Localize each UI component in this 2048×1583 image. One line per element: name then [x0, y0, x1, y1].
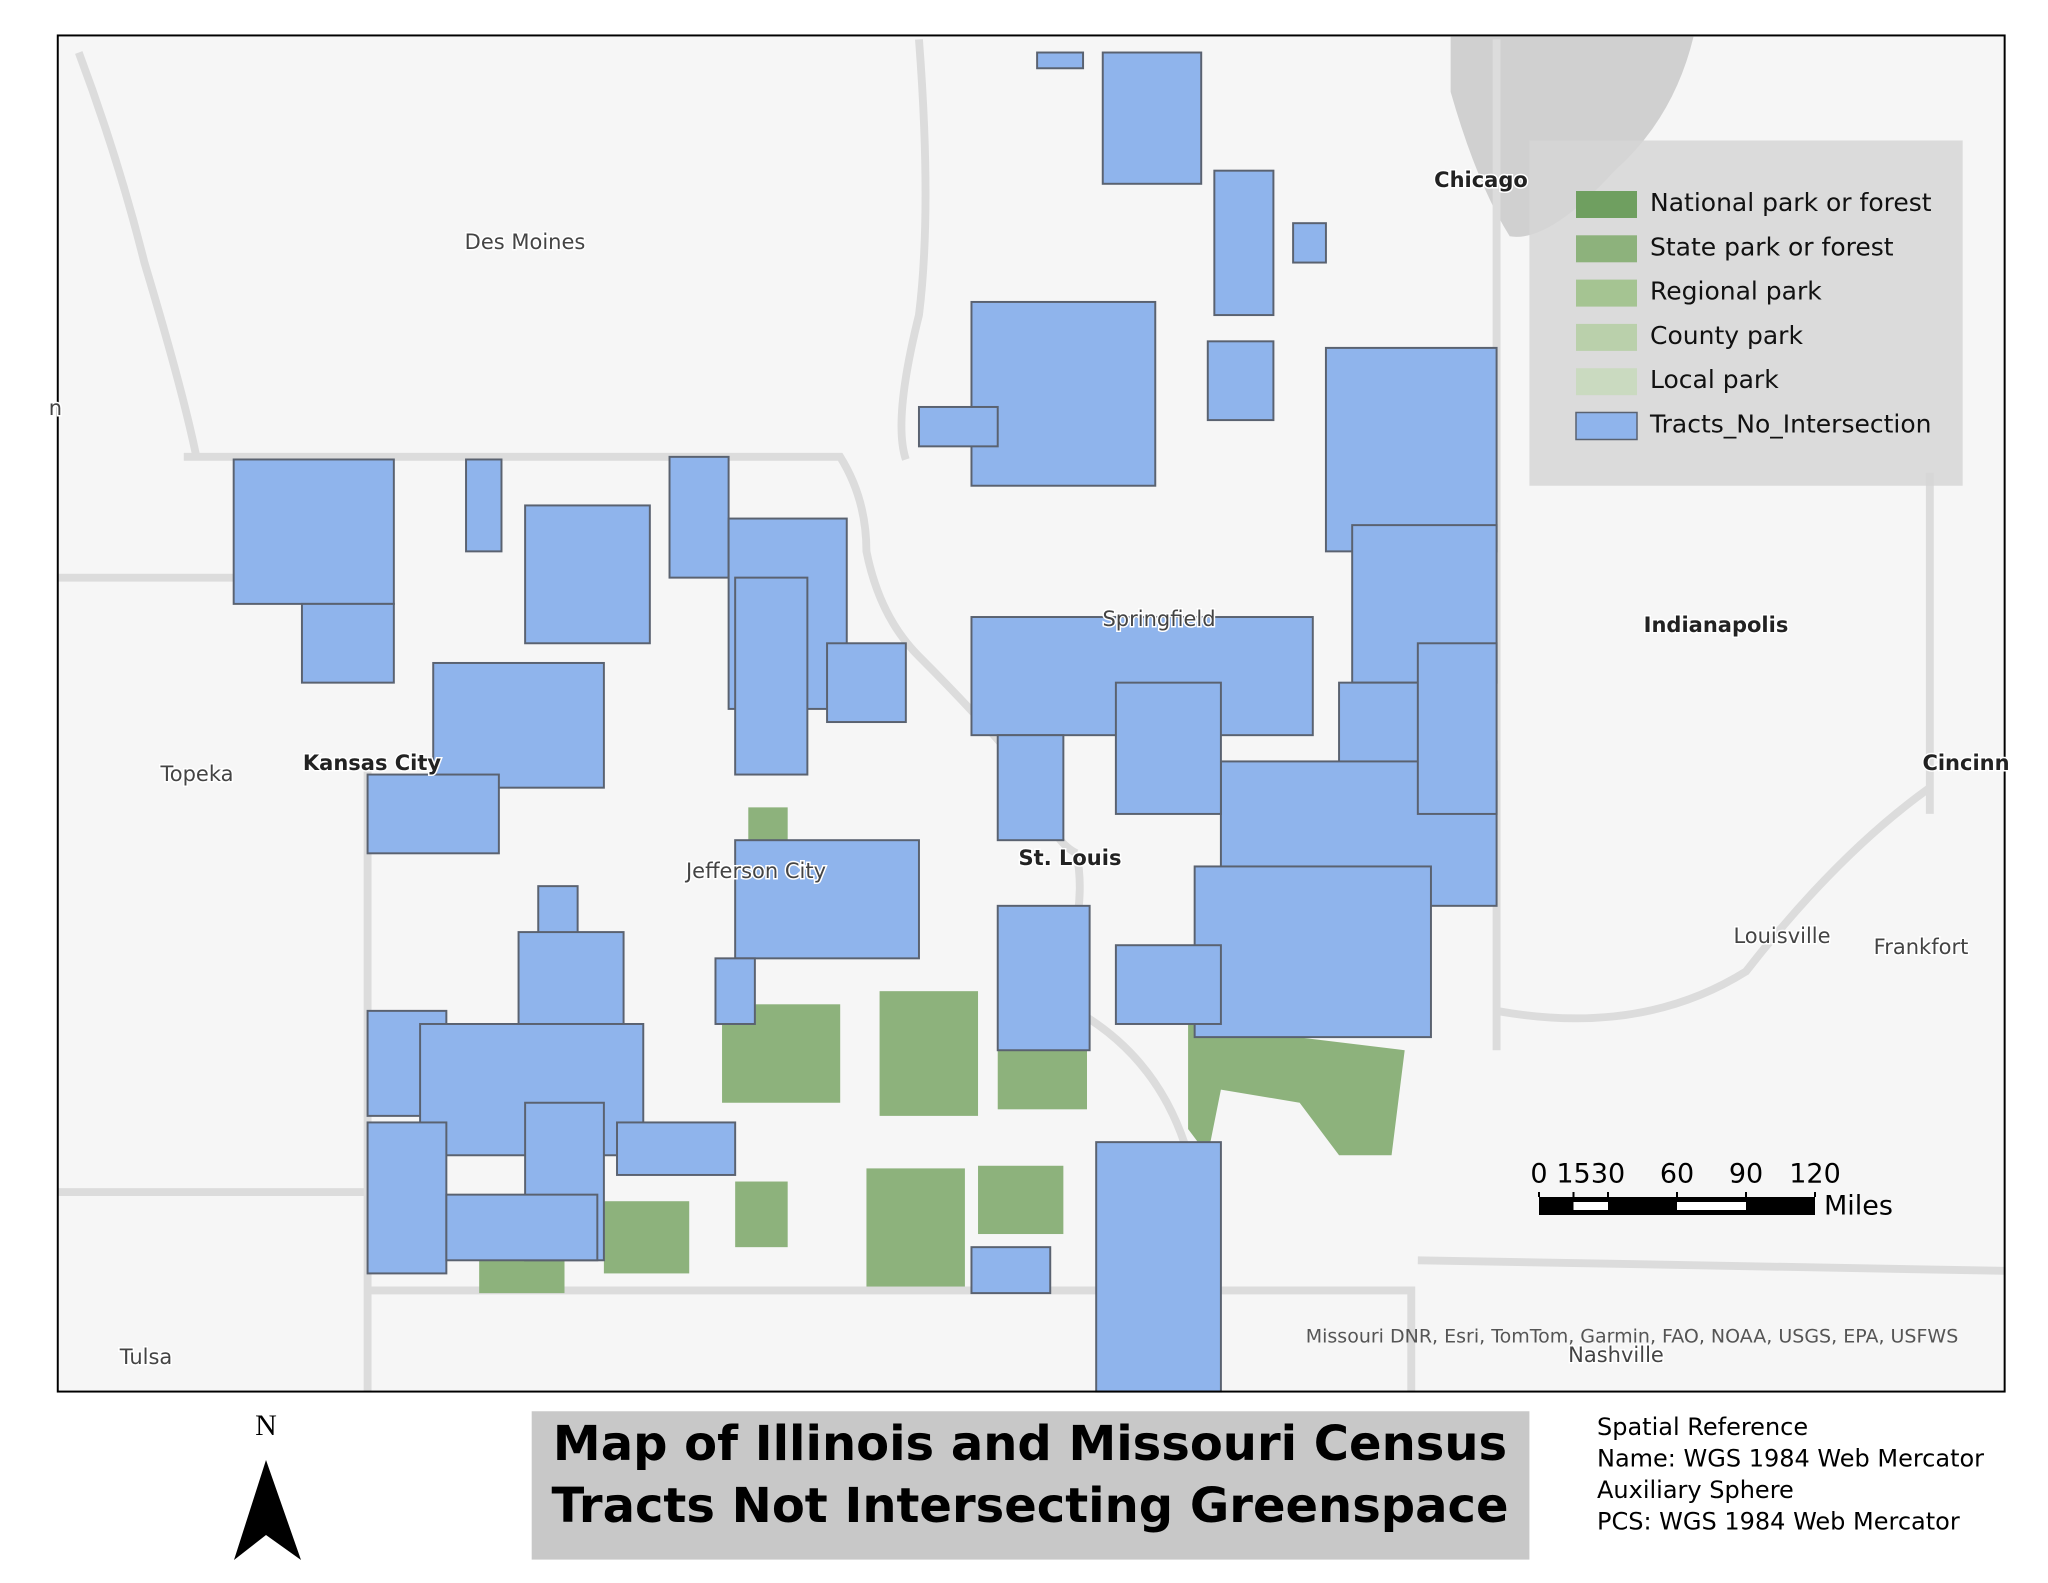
north-arrow: [234, 1460, 301, 1560]
city-label: Cincinn: [1922, 751, 2009, 775]
tract-area: [1114, 944, 1222, 1025]
map-frame: [56, 34, 2006, 1393]
tract-area: [300, 602, 395, 684]
tract-area: [734, 576, 809, 776]
tract-area: [1095, 1141, 1222, 1393]
scale-bar-label: 120: [1789, 1159, 1841, 1190]
park-area: [866, 1168, 965, 1287]
tract-area: [445, 1193, 599, 1262]
tract-area: [524, 504, 651, 645]
legend-swatch: [1575, 411, 1638, 441]
city-label: Frankfort: [1874, 935, 1969, 959]
title-box: [531, 1411, 1530, 1560]
park-area: [997, 1043, 1087, 1110]
city-label: Springfield: [1102, 607, 1215, 631]
map-geometry: [56, 34, 2006, 1560]
attribution: Missouri DNR, Esri, TomTom, Garmin, FAO,…: [1306, 1326, 1959, 1348]
north-label: N: [255, 1409, 277, 1442]
lake-michigan: [1450, 36, 1694, 237]
park-area: [603, 1201, 690, 1274]
city-label: n: [49, 396, 62, 420]
city-label: Louisville: [1733, 924, 1830, 948]
city-label: Jefferson City: [684, 859, 826, 883]
scale-bar-label: 60: [1660, 1159, 1694, 1190]
tract-area: [996, 904, 1091, 1052]
tract-area: [970, 300, 1157, 487]
park-area: [735, 1181, 788, 1248]
spatial-reference: Name: WGS 1984 Web Mercator: [1597, 1445, 1984, 1473]
map-title: Tracts Not Intersecting Greenspace: [551, 1478, 1508, 1534]
tract-area: [1206, 340, 1275, 422]
greenspace: [479, 807, 1405, 1294]
city-label: Chicago: [1434, 168, 1528, 192]
tract-area: [232, 458, 395, 605]
tract-area: [826, 642, 907, 724]
city-label: Indianapolis: [1644, 613, 1789, 637]
scale-bar-segment: [1573, 1202, 1608, 1210]
tract-area: [1416, 642, 1498, 815]
tract-area: [366, 1121, 448, 1275]
city-label: Kansas City: [303, 751, 442, 775]
map-title: Map of Illinois and Missouri Census: [553, 1416, 1507, 1472]
tract-area: [616, 1121, 737, 1176]
scale-bar-label: 0: [1530, 1159, 1547, 1190]
city-label: Tulsa: [119, 1345, 173, 1369]
scale-bar-label: 90: [1729, 1159, 1763, 1190]
park-area: [978, 1165, 1064, 1235]
tract-area: [734, 839, 920, 960]
spatial-reference: PCS: WGS 1984 Web Mercator: [1597, 1508, 1960, 1536]
city-label: St. Louis: [1019, 846, 1122, 870]
park-area: [879, 991, 979, 1116]
legend-label: State park or forest: [1650, 232, 1894, 261]
tract-area: [970, 1246, 1052, 1295]
legend-label: Tracts_No_Intersection: [1649, 410, 1931, 439]
tract-area: [668, 455, 730, 579]
legend-swatch: [1576, 191, 1637, 218]
city-label: Topeka: [159, 762, 233, 786]
tract-area: [1213, 169, 1275, 317]
tract-area: [1036, 51, 1085, 70]
legend-swatch: [1576, 368, 1637, 396]
tract-area: [432, 661, 605, 789]
tract-area: [714, 957, 756, 1025]
legend-swatch: [1576, 279, 1637, 307]
legend-swatch: [1576, 323, 1637, 351]
tract-area: [1101, 51, 1203, 185]
legend-label: Regional park: [1650, 277, 1822, 306]
tract-area: [366, 773, 500, 855]
tracts: [232, 51, 1498, 1393]
tract-area: [1114, 681, 1222, 815]
city-label: Des Moines: [465, 230, 586, 254]
scale-bar-unit: Miles: [1824, 1191, 1893, 1222]
tract-area: [1193, 865, 1432, 1039]
legend-label: County park: [1650, 321, 1803, 350]
park-area: [1188, 1023, 1405, 1156]
scale-bar-segment: [1677, 1202, 1746, 1210]
spatial-reference: Auxiliary Sphere: [1597, 1476, 1794, 1504]
legend-label: National park or forest: [1650, 188, 1932, 217]
city-label: Nashville: [1568, 1343, 1664, 1367]
tract-area: [917, 405, 999, 448]
tract-area: [1324, 346, 1498, 553]
legend-swatch: [1576, 235, 1637, 263]
legend-label: Local park: [1650, 365, 1779, 394]
tract-area: [1292, 222, 1327, 264]
spatial-reference: Spatial Reference: [1597, 1413, 1808, 1441]
tract-area: [465, 458, 503, 553]
scale-bar-label: 30: [1591, 1159, 1625, 1190]
tract-area: [996, 734, 1065, 842]
scale-bar-label: 15: [1556, 1159, 1590, 1190]
